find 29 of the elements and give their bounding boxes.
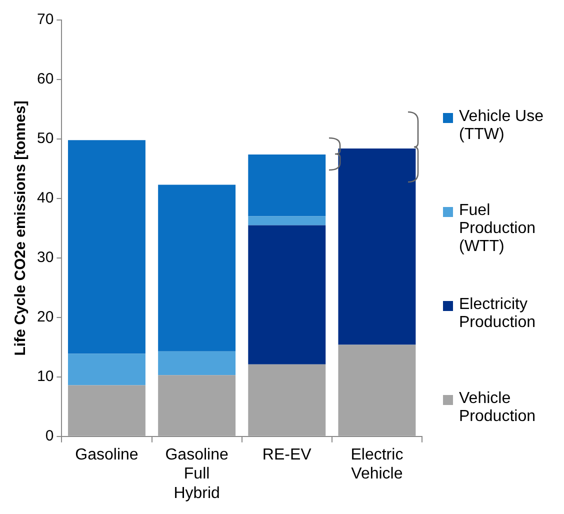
bar: [248, 364, 326, 436]
bar: [248, 154, 326, 216]
y-tick-label: 40: [36, 190, 54, 207]
legend-label: Vehicle Use (TTW): [459, 108, 544, 144]
bar: [68, 140, 146, 354]
bar: [338, 148, 416, 345]
y-tick-label: 30: [36, 249, 54, 266]
legend-label: Electricity Production: [459, 296, 536, 332]
y-tick-label: 50: [36, 130, 54, 148]
x-tick-label: Gasoline Full Hybrid: [165, 446, 228, 502]
y-tick-label: 20: [36, 308, 54, 326]
bar: [248, 225, 326, 364]
bar: [158, 184, 236, 352]
x-tick-label: Gasoline: [75, 446, 138, 464]
legend-label: Vehicle Production: [459, 390, 536, 426]
bar: [158, 351, 236, 376]
bar: [338, 344, 416, 436]
legend-label: Fuel Production (WTT): [459, 202, 536, 256]
bar: [158, 375, 236, 436]
x-tick-label: Electric Vehicle: [350, 446, 404, 483]
bar: [248, 216, 326, 226]
y-axis-title: Life Cycle CO2e emissions [tonnes]: [12, 100, 30, 356]
bar: [68, 354, 146, 386]
y-tick-label: 60: [36, 70, 54, 88]
bar: [68, 385, 146, 436]
y-tick-label: 0: [45, 428, 54, 445]
x-tick-label: RE-EV: [262, 446, 312, 464]
y-tick-label: 10: [36, 368, 54, 386]
y-tick-label: 70: [36, 11, 54, 28]
